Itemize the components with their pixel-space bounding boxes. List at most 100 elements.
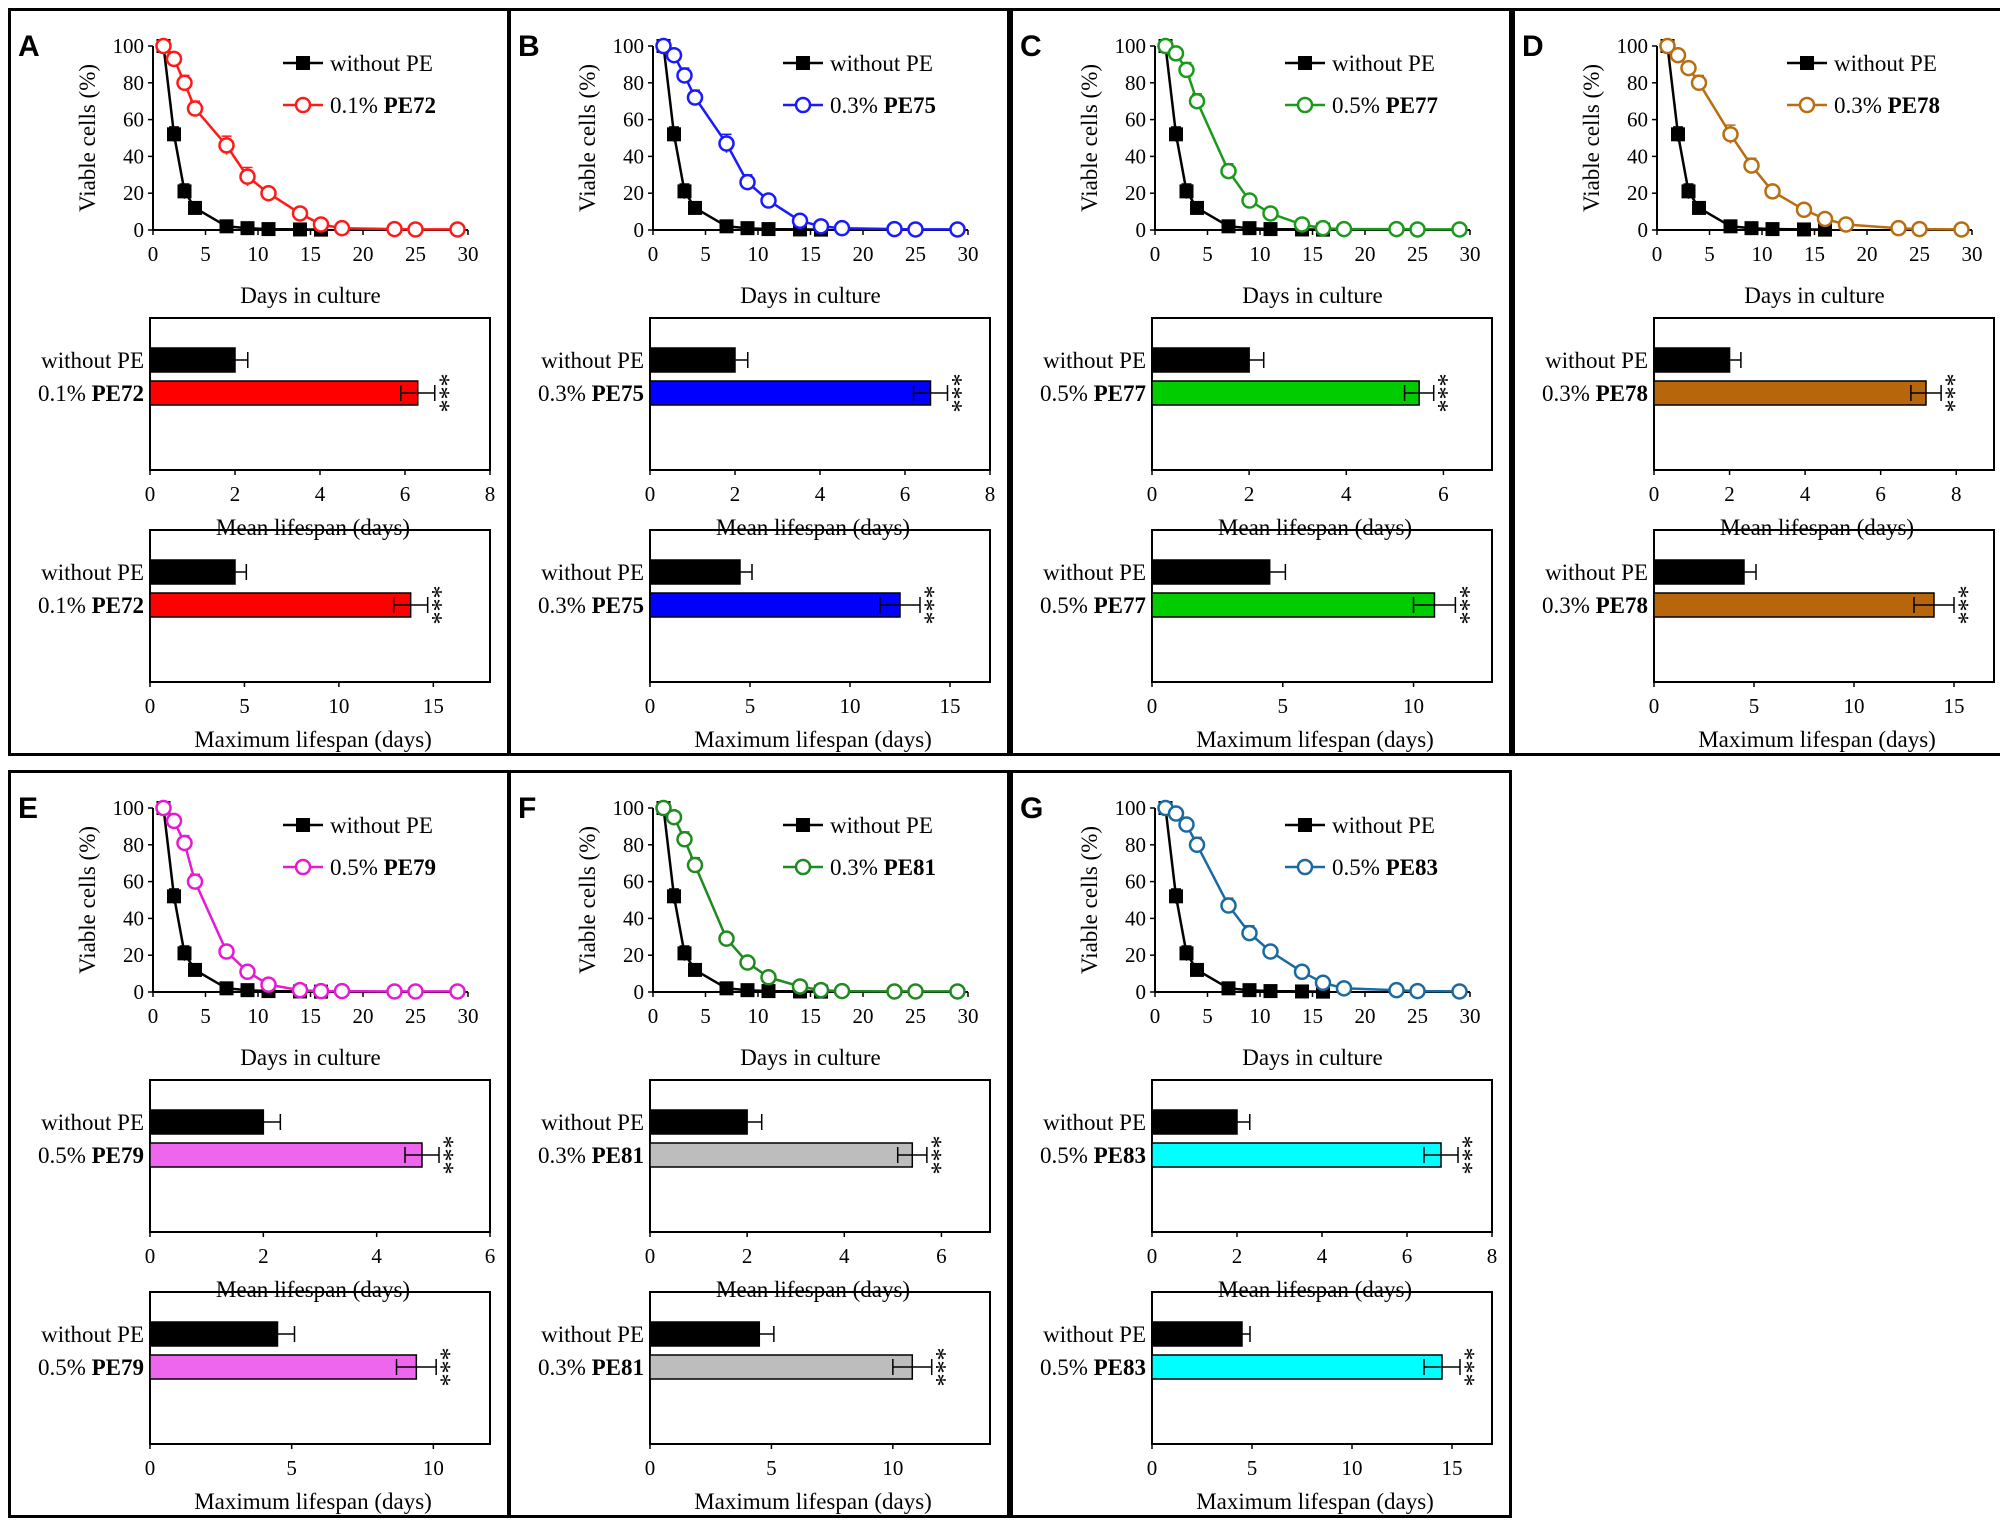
panel-letter: C [1020,30,1042,63]
data-point [449,983,466,1000]
x-tick-label: 10 [328,694,349,718]
bar-extract [1151,592,1436,618]
data-point [1263,222,1278,237]
x-tick-label: 15 [1944,694,1965,718]
data-point [312,982,330,1000]
significance-label: *** [434,374,463,413]
y-tick-label: 0 [634,980,645,1004]
data-point [761,222,776,237]
bar-label-control: without PE [41,348,144,373]
bar-label-extract: 0.1% PE72 [38,593,144,618]
y-tick-label: 100 [1115,34,1147,58]
data-point [655,799,672,817]
data-point [186,873,204,890]
significance-label: *** [1433,374,1462,413]
x-axis-title: Days in culture [740,283,881,308]
data-point [1671,127,1685,142]
bar-label-extract: 0.3% PE81 [538,1143,644,1168]
data-point [186,100,204,117]
data-point [667,127,681,142]
x-tick-label: 2 [230,482,241,506]
data-point [1816,210,1834,228]
viability-chart: 0 20 40 60 80 100 0 5 10 15 20 25 30 Days in culture V… [575,34,979,308]
series-control [1158,801,1330,999]
panel-letter: G [1020,792,1043,825]
significance-label: *** [435,1348,464,1387]
legend-extract-name: PE83 [1386,855,1438,880]
bar-label-control: without PE [1545,560,1648,585]
x-tick-label: 10 [1250,1004,1271,1028]
series-extract [155,37,466,238]
x-tick-label: 0 [1147,1244,1158,1268]
x-tick-label: 0 [645,1244,656,1268]
significance-label: *** [931,1348,960,1387]
data-point [1169,889,1183,904]
bar-label-concentration: 0.3% [1542,381,1596,406]
bar-label-control: without PE [541,1322,644,1347]
x-tick-label: 30 [958,242,979,266]
bar-extract [149,1354,418,1380]
data-point [907,221,924,238]
data-point [677,946,692,961]
series-extract [1157,799,1468,1000]
data-point [812,218,830,235]
x-tick-label: 30 [1460,1004,1481,1028]
data-point [1262,943,1279,960]
y-tick-label: 100 [613,796,645,820]
data-point [386,983,403,1000]
x-tick-label: 0 [145,482,156,506]
bar-label-concentration: 0.5% [38,1143,92,1168]
x-tick-label: 4 [371,1244,382,1268]
x-tick-label: 10 [248,1004,269,1028]
mean-lifespan-chart: 0 2 4 6 Mean lifespan (days) without PE 0.3% P… [538,1079,991,1302]
y-axis-title: Viable cells (%) [1077,64,1102,212]
legend-marker-extract [294,858,312,876]
data-point [239,168,256,185]
x-tick-label: 4 [1341,482,1352,506]
x-tick-label: 15 [1302,1004,1323,1028]
legend-concentration: 0.1% [330,93,384,118]
data-point [291,205,309,222]
viability-chart: 0 20 40 60 80 100 0 5 10 15 20 25 30 Days in culture V… [575,796,979,1070]
bar-label-extract-name: PE75 [592,381,644,406]
data-point [791,978,809,995]
x-tick-label: 0 [1652,242,1663,266]
data-point [761,984,776,999]
x-tick-label: 25 [1909,242,1930,266]
bar-label-extract: 0.5% PE77 [1040,381,1146,406]
bar-control [1151,347,1250,373]
data-point [1335,220,1353,238]
bar-label-control: without PE [541,1110,644,1135]
viability-chart: 0 20 40 60 80 100 0 5 10 15 20 25 30 Days in culture V… [1077,34,1481,308]
bar-label-control: without PE [41,1110,144,1135]
legend-label-control: without PE [1332,51,1435,76]
legend-concentration: 0.5% [330,855,384,880]
x-axis-title: Maximum lifespan (days) [694,1489,932,1514]
data-point [293,222,307,237]
data-point [1659,37,1676,55]
bar-extract [649,1354,914,1380]
data-point [176,74,193,92]
y-tick-label: 60 [1627,108,1648,132]
x-tick-label: 15 [423,694,444,718]
data-point [1451,221,1468,238]
data-point [1293,216,1311,233]
data-point [218,137,235,154]
data-point [688,200,702,215]
data-point [1409,982,1426,1000]
data-point [176,834,193,852]
y-tick-label: 80 [1125,833,1146,857]
data-point [155,37,172,55]
legend-label-extract: 0.5% PE77 [1332,93,1438,118]
x-axis-title: Maximum lifespan (days) [1196,1489,1434,1514]
data-point [1335,980,1353,997]
legend-label-extract: 0.5% PE83 [1332,855,1438,880]
x-tick-label: 6 [1875,482,1886,506]
x-tick-label: 15 [300,242,321,266]
significance-label: *** [926,1136,955,1175]
y-tick-label: 60 [1125,870,1146,894]
x-tick-label: 20 [1857,242,1878,266]
data-point [1837,216,1855,233]
